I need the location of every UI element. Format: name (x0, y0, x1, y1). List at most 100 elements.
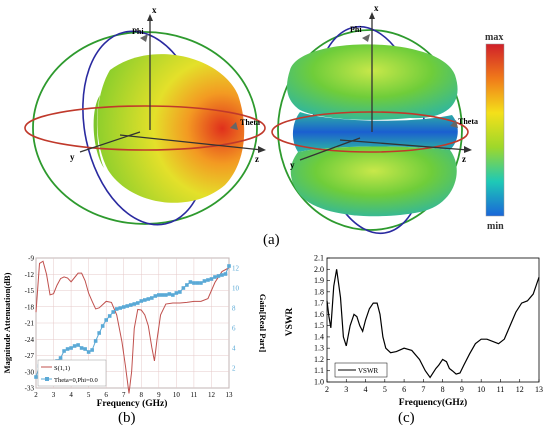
gain-point (114, 307, 119, 311)
gain-point (107, 314, 112, 318)
gain-point (139, 299, 144, 303)
y-tick-label-b: -12 (25, 271, 35, 279)
x-tick-label-b: 13 (226, 391, 234, 399)
x-tick-label-c: 8 (441, 385, 445, 394)
x-axis-title-c: Frequency(GHz) (399, 397, 467, 408)
x-tick-label-b: 8 (140, 391, 144, 399)
gain-point (153, 294, 158, 298)
gain-point (142, 298, 147, 302)
x-tick-label-b: 5 (87, 391, 91, 399)
gain-point (223, 272, 228, 276)
y2-tick-label-b: 12 (232, 265, 240, 273)
x-tick-label-c: 4 (364, 385, 368, 394)
gain-point (58, 356, 63, 360)
gain-point (86, 350, 91, 354)
phi-label-right: Phi (350, 25, 362, 34)
gain-point (111, 310, 115, 314)
x-tick-label-b: 2 (34, 391, 38, 399)
x-tick-label-b: 12 (208, 391, 216, 399)
y-tick-label-c: 1.8 (314, 287, 324, 296)
y-tick-label-c: 1.6 (314, 310, 324, 319)
x-tick-label-b: 3 (52, 391, 56, 399)
series-b (34, 260, 231, 394)
gain-point (90, 348, 94, 352)
y-tick-label-c: 1.1 (314, 366, 324, 375)
gain-point (79, 346, 84, 350)
legend-c: VSWR (334, 362, 388, 378)
gain-point (164, 293, 168, 297)
colorbar-max-label: max (485, 32, 503, 43)
vswr-line (326, 269, 540, 379)
x-tick-label-c: 13 (535, 385, 543, 394)
colorbar: max min (485, 32, 505, 232)
y-tick-label-c: 1.7 (314, 299, 324, 308)
x-tick-label-c: 6 (402, 385, 406, 394)
y-tick-label-c: 1.4 (314, 332, 324, 341)
gain-point (135, 301, 140, 305)
x-tick-label-c: 12 (516, 385, 524, 394)
gain-point (150, 296, 154, 300)
y-tick-label-b: -18 (25, 303, 35, 311)
y-axis-title-b: Magnitude Attenuation(dB) (2, 272, 12, 373)
y-tick-label-c: 1.0 (314, 378, 324, 387)
gain-point (199, 281, 203, 285)
legend-vswr: VSWR (358, 367, 379, 375)
x-axis-label-left: x (152, 5, 157, 15)
gain-point (132, 302, 137, 306)
x-tick-label-b: 9 (157, 391, 161, 399)
y2-tick-label-b: 8 (232, 305, 236, 313)
theta-label-left: Theta (240, 118, 260, 127)
gain-point (97, 331, 101, 335)
x-tick-label-c: 9 (460, 385, 464, 394)
gain-point (146, 297, 151, 301)
panel-label-a: (a) (263, 232, 280, 248)
panel-label-c: (c) (398, 410, 415, 426)
x-tick-label-c: 5 (383, 385, 387, 394)
y-tick-label-b: -21 (25, 320, 35, 328)
legend-gain: Theta=0,Phi=0.0 (54, 377, 98, 384)
phi-label-left: Phi (132, 27, 144, 36)
gain-point (167, 292, 172, 296)
legend-b: S(1,1) Theta=0,Phi=0.0 (37, 359, 107, 387)
gain-point (188, 280, 193, 284)
vswr-chart: 2 3 4 5 6 7 8 9 10 11 12 13 1.0 1.1 1.2 1.3 1.4 1.5 1.6 1.7… (285, 254, 543, 409)
gain-point (227, 264, 231, 268)
gain-point (157, 293, 161, 297)
colorbar-min-label: min (487, 221, 504, 232)
y2-axis-title-b: Gain[Real Part] (258, 294, 268, 352)
gain-point (34, 375, 38, 379)
gain-point (160, 293, 165, 297)
y-tick-label-b: -9 (28, 255, 34, 263)
x-tick-label-b: 11 (191, 391, 198, 399)
x-tick-label-b: 7 (122, 391, 126, 399)
left-radiation-pattern: x z y Phi Theta (24, 5, 266, 226)
x-tick-label-b: 6 (104, 391, 108, 399)
ticks-b: 2 3 4 5 6 7 8 9 10 11 12 13 -9 -12 -15 -18 -21 -24 -27 -30 -… (25, 255, 240, 400)
plot-area-c (326, 257, 540, 383)
panel-label-b: (b) (118, 410, 136, 426)
gain-point (171, 293, 175, 297)
gain-point (206, 278, 210, 282)
y-tick-label-c: 2.1 (314, 254, 324, 263)
gain-point (104, 318, 108, 322)
x-tick-label-c: 10 (477, 385, 485, 394)
y2-tick-label-b: 10 (232, 285, 240, 293)
x-axis-label-right: x (374, 3, 379, 13)
y-axis-label-right: y (290, 160, 295, 170)
gain-point (100, 324, 105, 328)
gain-point (195, 281, 200, 285)
gain-point (62, 349, 66, 353)
x-tick-label-b: 10 (173, 391, 181, 399)
y-tick-label-b: -27 (25, 352, 35, 360)
y-tick-label-c: 1.9 (314, 276, 324, 285)
radiation-patterns-figure: x z y Phi Theta x z y Phi Theta max min (24, 3, 505, 235)
gain-point (181, 286, 186, 290)
ticks-c: 2 3 4 5 6 7 8 9 10 11 12 13 1.0 1.1 1.2 1.3 1.4 1.5 1.6 1.7… (314, 254, 543, 395)
gain-point (213, 275, 217, 279)
y2-tick-label-b: 2 (232, 365, 236, 373)
gain-point (93, 339, 98, 343)
legend-s11: S(1,1) (54, 365, 70, 372)
x-tick-label-c: 7 (421, 385, 425, 394)
theta-label-right: Theta (458, 117, 478, 126)
series-line-0 (35, 260, 230, 394)
